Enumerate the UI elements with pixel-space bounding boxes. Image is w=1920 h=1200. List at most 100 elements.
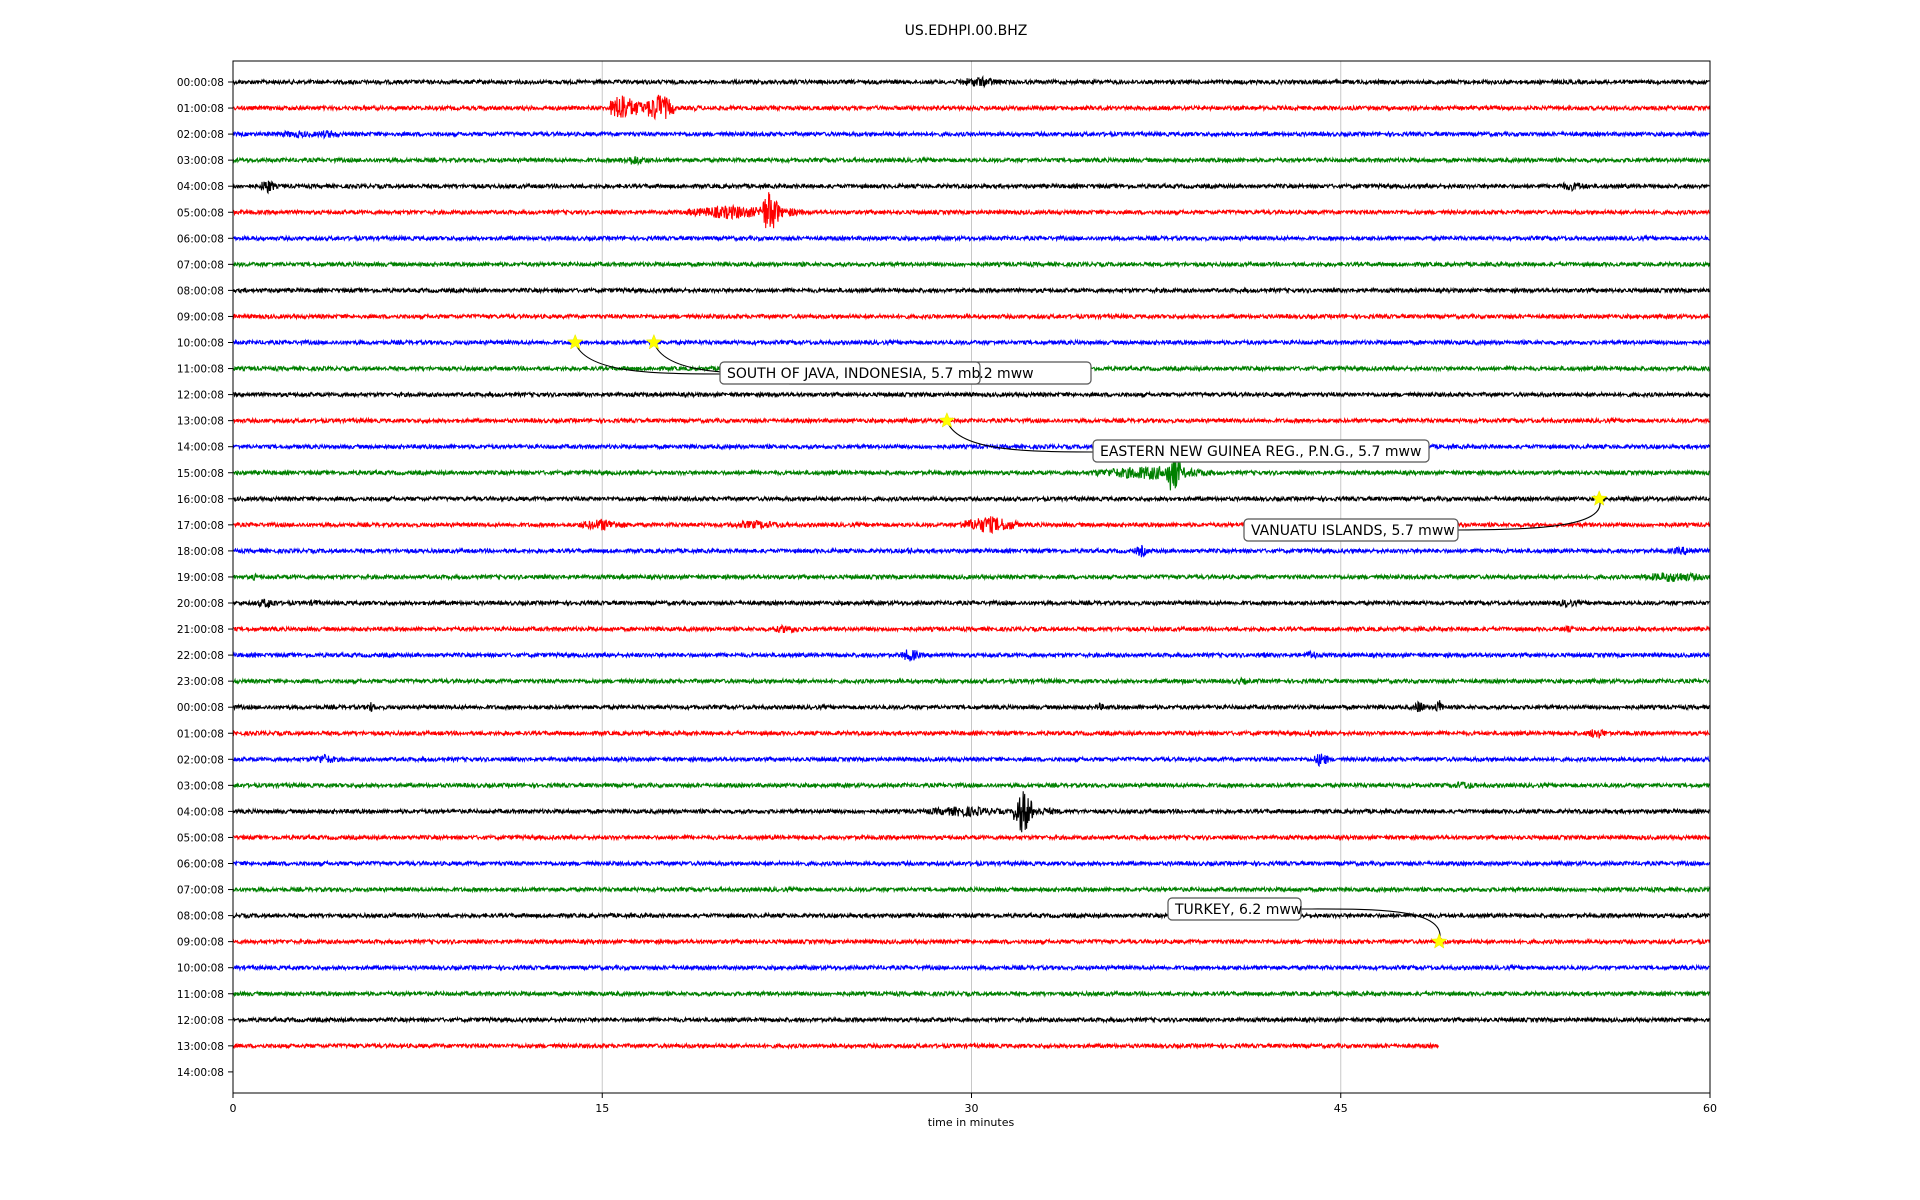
trace-row-18 xyxy=(232,544,1710,558)
row-label: 05:00:08 xyxy=(177,832,224,844)
row-label: 02:00:08 xyxy=(177,129,224,141)
trace-row-29 xyxy=(232,833,1711,842)
annotation-connector xyxy=(574,342,721,375)
trace-row-0 xyxy=(232,75,1710,89)
trace-row-3 xyxy=(232,156,1710,167)
x-tick-label: 60 xyxy=(1703,1102,1717,1115)
annotation-connector xyxy=(1457,498,1601,531)
row-label: 02:00:08 xyxy=(177,754,224,766)
trace-lines xyxy=(232,75,1711,1050)
trace-row-30 xyxy=(232,859,1711,868)
event-star xyxy=(1430,932,1448,949)
annotation-connectors xyxy=(574,342,1601,942)
row-label: 15:00:08 xyxy=(177,468,224,480)
trace-row-24 xyxy=(232,700,1710,713)
trace-row-25 xyxy=(232,728,1710,739)
row-label: 03:00:08 xyxy=(177,780,224,792)
event-star xyxy=(566,333,584,350)
trace-row-2 xyxy=(232,129,1710,140)
annotation-label: TURKEY, 6.2 mww xyxy=(1174,902,1302,918)
trace-row-31 xyxy=(232,885,1711,894)
trace-row-27 xyxy=(232,781,1711,790)
trace-row-12 xyxy=(232,390,1711,399)
row-label: 13:00:08 xyxy=(177,416,224,428)
row-label: 23:00:08 xyxy=(177,676,224,688)
trace-row-4 xyxy=(232,180,1710,195)
row-label: 10:00:08 xyxy=(177,338,224,350)
row-label: 11:00:08 xyxy=(177,989,224,1001)
row-time-labels: 00:00:08 01:00:08 02:00:08 03:00:08 04:00:08… xyxy=(177,77,233,1079)
row-label: 06:00:08 xyxy=(177,859,224,871)
row-label: 07:00:08 xyxy=(177,259,224,271)
trace-row-36 xyxy=(232,1015,1710,1024)
row-label: 01:00:08 xyxy=(177,103,224,115)
row-label: 14:00:08 xyxy=(177,1067,224,1079)
x-axis-ticks: 0 15 30 45 60 xyxy=(230,1093,1717,1115)
annotation-box xyxy=(719,361,981,385)
row-label: 08:00:08 xyxy=(177,285,224,297)
trace-row-1 xyxy=(232,94,1711,121)
annotation-box xyxy=(1243,518,1459,542)
trace-row-9 xyxy=(232,312,1711,321)
row-label: 21:00:08 xyxy=(177,624,224,636)
trace-row-34 xyxy=(232,963,1710,972)
row-label: 05:00:08 xyxy=(177,207,224,219)
trace-row-15 xyxy=(232,449,1710,491)
annotation-box xyxy=(1167,897,1302,921)
x-tick-label: 45 xyxy=(1334,1102,1348,1115)
row-label: 12:00:08 xyxy=(177,1015,224,1027)
row-label: 10:00:08 xyxy=(177,963,224,975)
chart-title: US.EDHPI.00.BHZ xyxy=(905,23,1028,39)
trace-row-33 xyxy=(232,937,1711,946)
event-star xyxy=(645,333,663,350)
row-label: 14:00:08 xyxy=(177,442,224,454)
row-label: 07:00:08 xyxy=(177,885,224,897)
trace-row-23 xyxy=(232,676,1710,686)
annotation-connector xyxy=(1300,908,1441,942)
trace-row-17 xyxy=(232,516,1711,535)
annotation-label: EASTERN NEW GUINEA REG., P.N.G., 5.7 mww xyxy=(1100,444,1421,460)
row-label: 16:00:08 xyxy=(177,494,224,506)
trace-row-32 xyxy=(232,911,1710,920)
event-star xyxy=(1590,490,1608,506)
trace-row-13 xyxy=(232,416,1710,425)
row-label: 03:00:08 xyxy=(177,155,224,167)
annotation-label: VANUATU ISLANDS, 5.7 mww xyxy=(1251,523,1455,539)
row-label: 04:00:08 xyxy=(177,806,224,818)
row-label: 22:00:08 xyxy=(177,650,224,662)
annotation-connector xyxy=(946,420,1094,453)
row-label: 00:00:08 xyxy=(177,702,224,714)
trace-row-6 xyxy=(233,234,1710,243)
row-label: 09:00:08 xyxy=(177,311,224,323)
row-label: 12:00:08 xyxy=(177,390,224,402)
trace-row-22 xyxy=(232,649,1710,662)
event-markers xyxy=(566,333,1608,949)
x-tick-label: 15 xyxy=(595,1102,609,1115)
plot-frame xyxy=(232,60,1711,1094)
trace-row-19 xyxy=(232,571,1711,583)
trace-row-8 xyxy=(232,286,1711,295)
x-axis-label: time in minutes xyxy=(928,1116,1015,1129)
trace-row-14 xyxy=(232,442,1711,451)
row-label: 00:00:08 xyxy=(177,77,224,89)
trace-row-21 xyxy=(232,623,1711,634)
row-label: 01:00:08 xyxy=(177,728,224,740)
trace-row-37 xyxy=(232,1041,1440,1050)
trace-row-16 xyxy=(232,494,1710,503)
trace-row-20 xyxy=(232,598,1710,609)
event-star xyxy=(938,412,956,428)
x-tick-label: 0 xyxy=(230,1102,237,1115)
annotation-label: SOUTH OF JAVA, INDONESIA, 5.7 mb xyxy=(727,366,980,382)
row-label: 17:00:08 xyxy=(177,520,224,532)
trace-row-28 xyxy=(232,791,1710,833)
row-label: 06:00:08 xyxy=(177,233,224,245)
row-label: 20:00:08 xyxy=(177,598,224,610)
row-label: 13:00:08 xyxy=(177,1041,224,1053)
trace-row-26 xyxy=(232,753,1710,768)
trace-row-35 xyxy=(232,989,1710,998)
row-label: 18:00:08 xyxy=(177,546,224,558)
annotation-box xyxy=(1092,439,1430,463)
trace-row-5 xyxy=(232,192,1710,229)
